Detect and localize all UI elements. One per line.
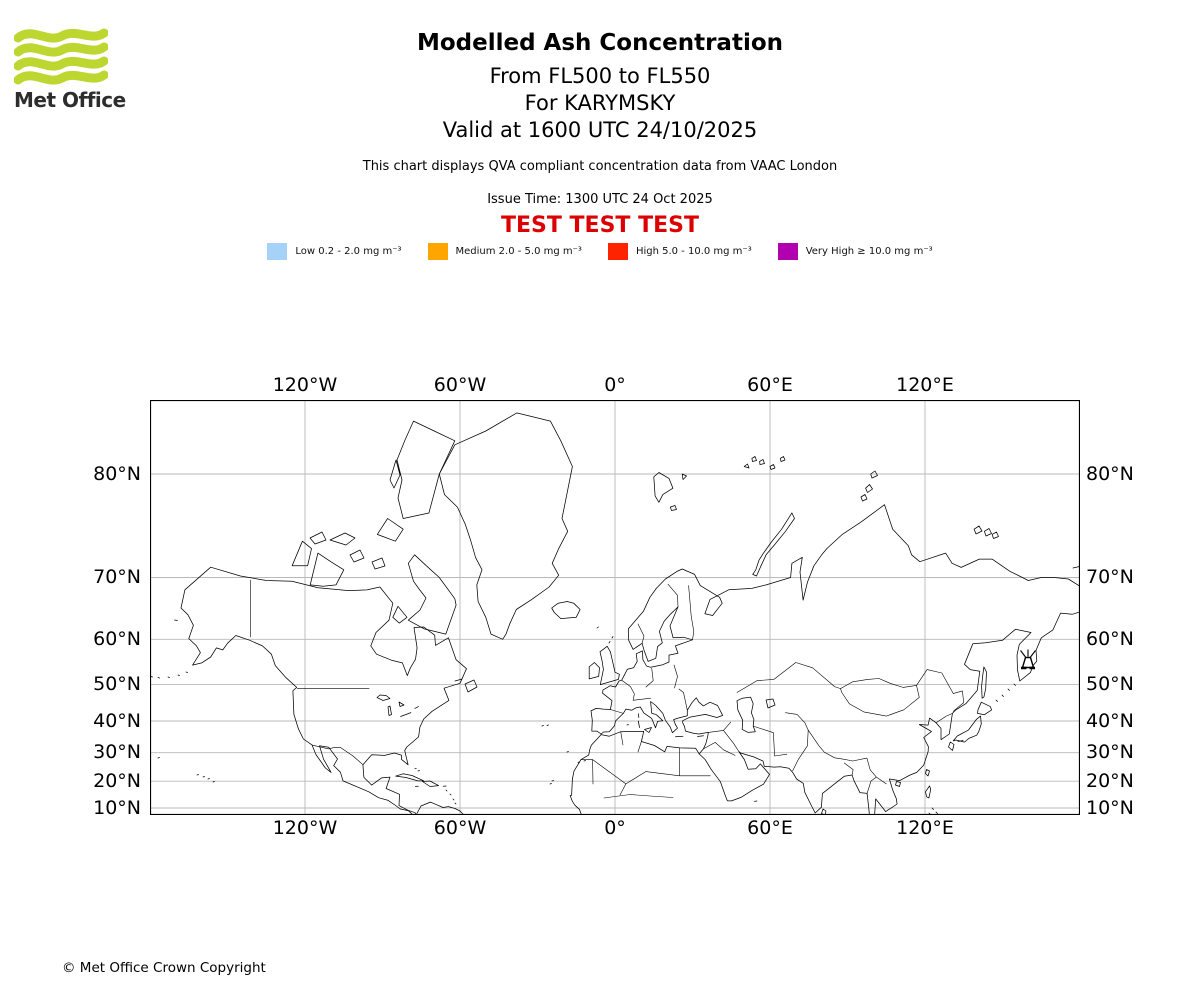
logo-text: Met Office — [14, 88, 126, 112]
legend-swatch-high — [607, 243, 628, 260]
lon-label-top-0: 0° — [604, 374, 626, 396]
lon-label-bottom-0: 0° — [604, 817, 626, 839]
coastlines — [150, 412, 1080, 815]
lat-label-right-60n: 60°N — [1086, 628, 1134, 650]
lat-label-right-10n: 10°N — [1086, 797, 1134, 819]
subtitle-valid-time: Valid at 1600 UTC 24/10/2025 — [442, 118, 758, 142]
country-borders — [250, 579, 964, 799]
chart-title: Modelled Ash Concentration — [416, 30, 784, 56]
lon-label-bottom-120e: 120°E — [896, 817, 954, 839]
issue-time: Issue Time: 1300 UTC 24 Oct 2025 — [487, 192, 713, 207]
map-frame — [150, 400, 1080, 815]
lon-label-top-60e: 60°E — [747, 374, 793, 396]
lon-label-bottom-60w: 60°W — [433, 817, 487, 839]
legend-item-medium: Medium 2.0 - 5.0 mg m⁻³ — [427, 243, 582, 260]
copyright-notice: © Met Office Crown Copyright — [62, 960, 266, 976]
graticule-grid-lines — [150, 400, 1080, 815]
legend-item-very-high: Very High ≥ 10.0 mg m⁻³ — [777, 243, 933, 260]
legend-label-medium: Medium 2.0 - 5.0 mg m⁻³ — [455, 246, 582, 257]
concentration-legend: Low 0.2 - 2.0 mg m⁻³ Medium 2.0 - 5.0 mg… — [0, 243, 1200, 260]
lat-label-left-70n: 70°N — [93, 566, 141, 588]
lat-label-right-50n: 50°N — [1086, 673, 1134, 695]
lat-label-right-70n: 70°N — [1086, 566, 1134, 588]
lon-label-top-60w: 60°W — [433, 374, 487, 396]
lat-label-left-40n: 40°N — [93, 710, 141, 732]
legend-label-low: Low 0.2 - 2.0 mg m⁻³ — [295, 246, 402, 257]
subtitle-flight-levels: From FL500 to FL550 — [489, 64, 711, 88]
subtitle-volcano: For KARYMSKY — [524, 91, 676, 115]
lat-label-right-30n: 30°N — [1086, 741, 1134, 763]
legend-item-high: High 5.0 - 10.0 mg m⁻³ — [607, 243, 752, 260]
world-map — [150, 400, 1080, 815]
lat-label-right-20n: 20°N — [1086, 770, 1134, 792]
lon-label-top-120w: 120°W — [272, 374, 338, 396]
lon-label-bottom-120w: 120°W — [272, 817, 338, 839]
lat-label-left-30n: 30°N — [93, 741, 141, 763]
legend-swatch-medium — [427, 243, 448, 260]
lat-label-right-40n: 40°N — [1086, 710, 1134, 732]
lat-label-left-50n: 50°N — [93, 673, 141, 695]
legend-swatch-very-high — [777, 243, 798, 260]
legend-swatch-low — [267, 243, 288, 260]
qva-compliance-note: This chart displays QVA compliant concen… — [362, 159, 838, 174]
lon-label-bottom-60e: 60°E — [747, 817, 793, 839]
lat-label-left-60n: 60°N — [93, 628, 141, 650]
test-banner: TEST TEST TEST — [501, 213, 699, 238]
legend-item-low: Low 0.2 - 2.0 mg m⁻³ — [267, 243, 402, 260]
volcano-eruption-icon — [1020, 649, 1036, 670]
legend-label-very-high: Very High ≥ 10.0 mg m⁻³ — [805, 246, 933, 257]
lat-label-right-80n: 80°N — [1086, 463, 1134, 485]
logo-waves-icon — [13, 28, 109, 85]
legend-label-high: High 5.0 - 10.0 mg m⁻³ — [635, 246, 752, 257]
lat-label-left-10n: 10°N — [93, 797, 141, 819]
lat-label-left-80n: 80°N — [93, 463, 141, 485]
lon-label-top-120e: 120°E — [896, 374, 954, 396]
met-office-logo: Met Office — [13, 28, 134, 112]
lat-label-left-20n: 20°N — [93, 770, 141, 792]
